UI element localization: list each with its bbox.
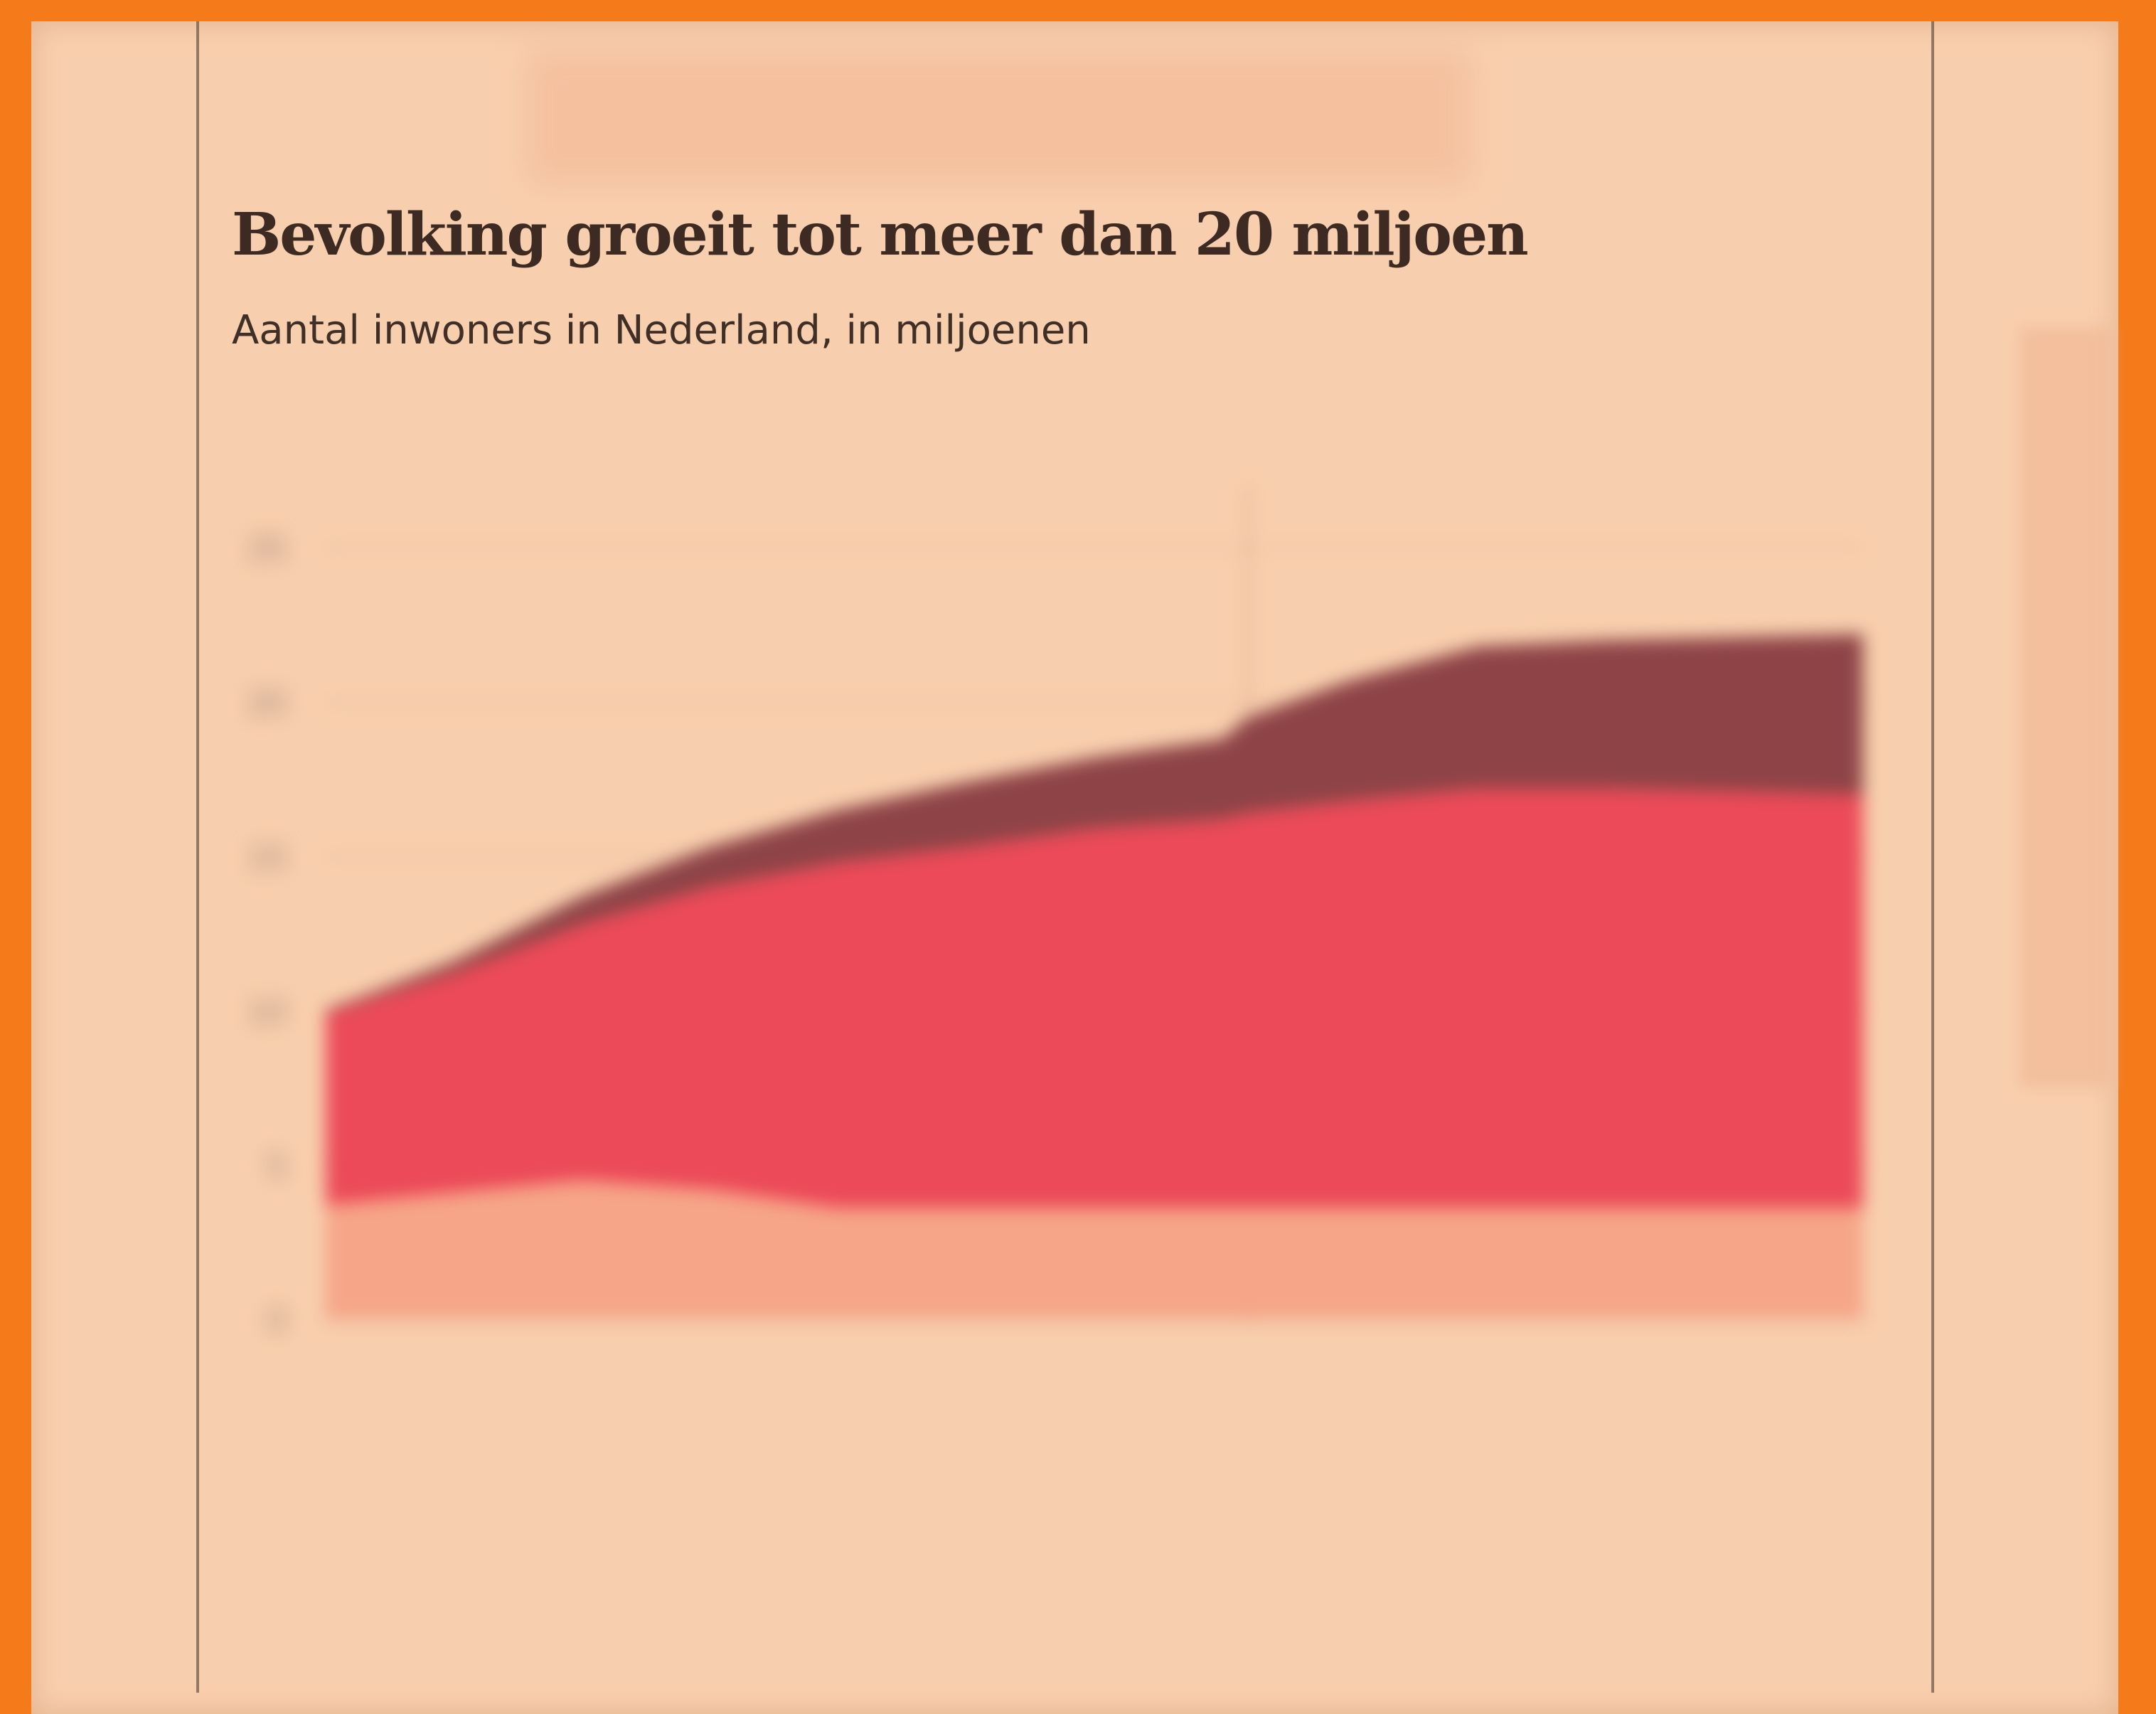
article-body-text: [232, 1490, 1882, 1675]
column-rule-right: [1931, 21, 1934, 1693]
y-tick-label-20: 20: [247, 683, 287, 723]
area-series-1: [326, 1180, 1863, 1319]
chart-title: Bevolking groeit tot meer dan 20 miljoen: [232, 201, 1529, 269]
y-tick-label-25: 25: [247, 528, 287, 568]
area-series-3: [326, 634, 1863, 1014]
column-rule-left: [196, 21, 199, 1693]
y-tick-label-5: 5: [267, 1146, 287, 1186]
y-tick-label-0: 0: [267, 1300, 287, 1340]
blurred-header-strip: [526, 50, 1472, 185]
y-tick-label-10: 10: [247, 991, 287, 1031]
y-tick-label-15: 15: [247, 837, 287, 877]
chart-subtitle: Aantal inwoners in Nederland, in miljoen…: [232, 307, 1091, 353]
side-tape-strip: [2019, 327, 2112, 1088]
area-series-2: [326, 788, 1863, 1208]
